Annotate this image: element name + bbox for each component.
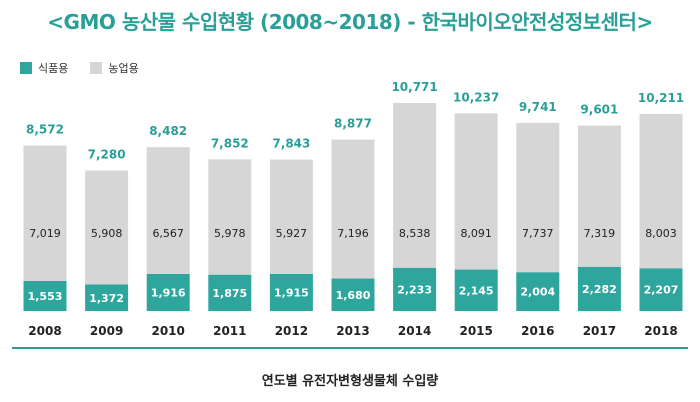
- legend-item-agri: 농업용: [90, 60, 139, 76]
- tick-label-2016: 2016: [521, 324, 554, 338]
- tick-label-2009: 2009: [90, 324, 123, 338]
- label-food-2012: 1,915: [274, 287, 309, 300]
- bar-food-2013: [331, 278, 375, 311]
- bar-agri-2011: [208, 159, 252, 275]
- bar-food-2014: [393, 267, 437, 311]
- label-agri-2011: 5,978: [214, 227, 246, 240]
- label-agri-2016: 7,737: [522, 227, 554, 240]
- tick-label-2013: 2013: [336, 324, 369, 338]
- label-food-2018: 2,207: [644, 284, 679, 297]
- bar-agri-2014: [393, 103, 437, 268]
- bar-food-2017: [577, 266, 621, 311]
- bar-food-2009: [85, 284, 129, 311]
- label-agri-2012: 5,927: [276, 227, 308, 240]
- label-total-2009: 7,280: [88, 147, 126, 161]
- label-total-2008: 8,572: [26, 122, 64, 136]
- legend-swatch-agri: [90, 62, 103, 74]
- label-total-2015: 10,237: [453, 90, 499, 104]
- label-total-2010: 8,482: [149, 124, 187, 138]
- tick-label-2008: 2008: [28, 324, 61, 338]
- legend-label-food: 식품용: [38, 62, 69, 75]
- bar-food-2016: [516, 272, 560, 311]
- chart-title: <GMO 농산물 수입현황 (2008~2018) - 한국바이오안전성정보센터…: [47, 10, 653, 34]
- tick-label-2015: 2015: [459, 324, 492, 338]
- label-total-2017: 9,601: [580, 103, 618, 117]
- label-total-2012: 7,843: [272, 137, 310, 151]
- label-food-2017: 2,282: [582, 283, 617, 296]
- legend-label-agri: 농업용: [108, 62, 139, 75]
- tick-label-2017: 2017: [583, 324, 616, 338]
- bar-food-2011: [208, 274, 252, 311]
- bar-agri-2017: [577, 125, 621, 267]
- legend-item-food: 식품용: [20, 60, 68, 76]
- label-food-2008: 1,553: [28, 290, 63, 303]
- label-agri-2015: 8,091: [460, 227, 492, 240]
- tick-label-2011: 2011: [213, 324, 246, 338]
- bar-agri-2008: [23, 145, 67, 282]
- label-food-2013: 1,680: [336, 289, 371, 302]
- bar-food-2010: [146, 273, 190, 311]
- tick-label-2014: 2014: [398, 324, 431, 338]
- label-agri-2014: 8,538: [399, 227, 431, 240]
- tick-label-2012: 2012: [275, 324, 308, 338]
- label-food-2010: 1,916: [151, 286, 186, 299]
- legend-swatch-food: [20, 62, 32, 74]
- label-total-2011: 7,852: [211, 136, 249, 150]
- label-agri-2017: 7,319: [584, 227, 616, 240]
- bar-agri-2016: [516, 122, 560, 273]
- bar-agri-2010: [146, 147, 190, 274]
- label-food-2011: 1,875: [212, 287, 247, 300]
- tick-label-2018: 2018: [644, 324, 677, 338]
- label-total-2018: 10,211: [638, 91, 684, 105]
- label-agri-2009: 5,908: [91, 227, 123, 240]
- label-total-2013: 8,877: [334, 117, 372, 131]
- label-agri-2013: 7,196: [337, 227, 369, 240]
- label-total-2014: 10,771: [391, 80, 437, 94]
- legend: 식품용 농업용: [20, 60, 161, 76]
- label-food-2009: 1,372: [89, 292, 124, 305]
- bar-agri-2012: [269, 159, 313, 275]
- bar-agri-2009: [85, 170, 129, 285]
- label-food-2015: 2,145: [459, 284, 494, 297]
- chart-caption: 연도별 유전자변형생물체 수입량: [261, 374, 439, 389]
- label-agri-2018: 8,003: [645, 227, 677, 240]
- tick-label-2010: 2010: [151, 324, 184, 338]
- bar-agri-2015: [454, 113, 498, 270]
- label-food-2014: 2,233: [397, 283, 432, 296]
- label-agri-2008: 7,019: [29, 227, 61, 240]
- bar-food-2012: [269, 274, 313, 311]
- label-food-2016: 2,004: [520, 286, 555, 299]
- bar-agri-2018: [639, 113, 683, 269]
- bar-agri-2013: [331, 139, 375, 279]
- bar-food-2018: [639, 268, 683, 311]
- bar-food-2015: [454, 269, 498, 311]
- label-total-2016: 9,741: [519, 100, 557, 114]
- bar-food-2008: [23, 281, 67, 311]
- label-agri-2010: 6,567: [152, 227, 184, 240]
